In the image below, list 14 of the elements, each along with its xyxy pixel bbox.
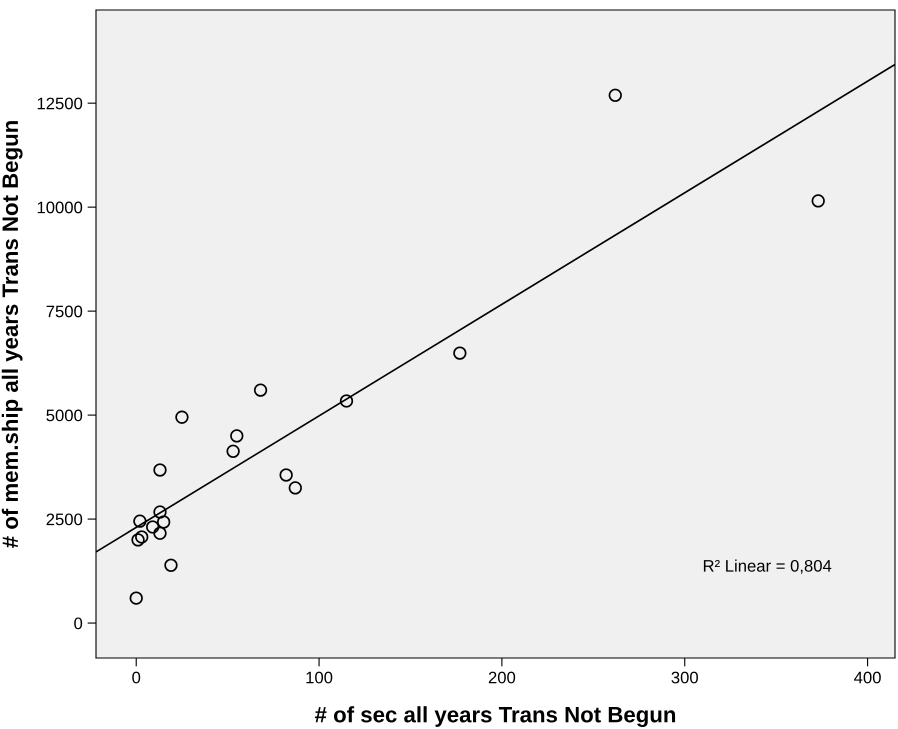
y-tick-label: 0 <box>74 617 82 630</box>
y-tick-label: 12500 <box>38 98 82 110</box>
y-tick-label: 10000 <box>38 202 82 214</box>
y-tick-label: 7500 <box>46 306 82 318</box>
x-axis-title: # of sec all years Trans Not Begun <box>314 706 676 727</box>
y-axis-title: # of mem.ship all years Trans Not Begun <box>2 121 23 548</box>
x-tick-label: 200 <box>488 672 516 684</box>
x-tick-label: 300 <box>671 672 698 684</box>
y-tick-label: 5000 <box>46 410 82 422</box>
y-tick-label: 2500 <box>46 513 82 526</box>
x-tick-label: 400 <box>854 672 881 684</box>
x-tick-label: 100 <box>306 672 332 684</box>
x-tick-label: 0 <box>132 672 140 684</box>
annotation: R² Linear = 0,804 <box>704 560 832 574</box>
